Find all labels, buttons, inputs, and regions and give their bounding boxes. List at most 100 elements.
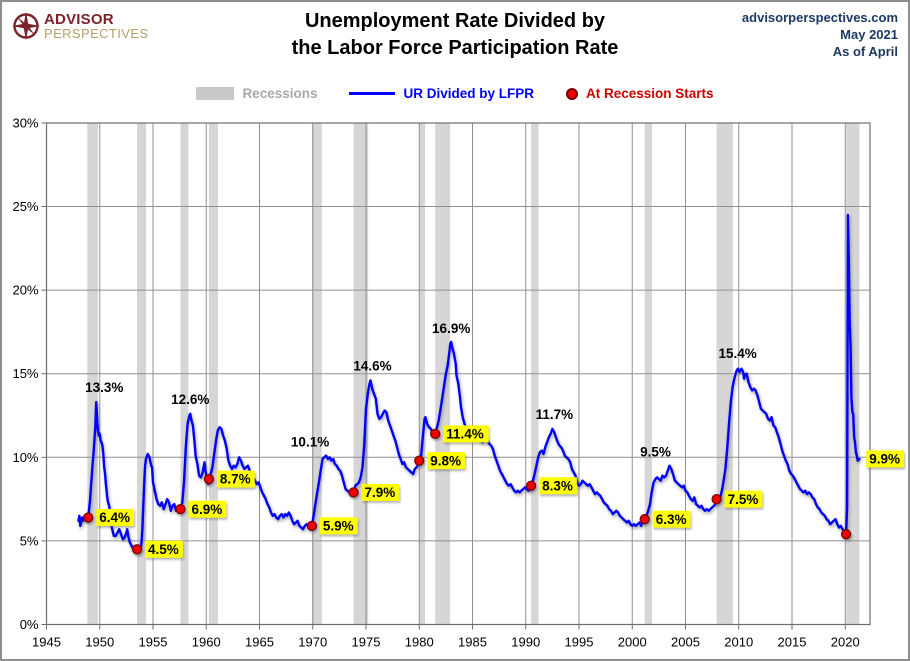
x-axis-label: 1965 — [245, 635, 274, 650]
recession-start-dot — [131, 544, 143, 555]
x-axis-label: 1985 — [458, 635, 487, 650]
y-axis-label: 0% — [20, 617, 39, 632]
legend-label-recessions: Recessions — [242, 86, 318, 101]
highlight-text: 4.5% — [148, 542, 179, 557]
recession-start-dot — [525, 480, 537, 491]
recession-start-value-label: 7.9% — [361, 483, 400, 501]
highlight-text: 8.3% — [542, 478, 573, 493]
publish-date: May 2021 — [840, 27, 898, 42]
highlight-box — [443, 425, 489, 443]
y-axis-label: 10% — [12, 450, 38, 465]
x-axis-label: 2015 — [778, 635, 807, 650]
logo-wordmark: ADVISOR PERSPECTIVES — [44, 11, 149, 41]
highlight-text: 6.4% — [99, 510, 130, 525]
recession-start-dot — [639, 514, 650, 525]
x-axis-label: 1950 — [85, 635, 114, 650]
recession-start-dot — [203, 473, 215, 485]
x-axis-label: 1990 — [511, 635, 540, 650]
x-axis-label: 2000 — [618, 635, 647, 650]
legend-item-recessions: Recessions — [196, 86, 317, 101]
x-axis-label: 2010 — [724, 635, 753, 650]
y-axis-label: 5% — [20, 533, 39, 548]
highlight-text: 6.3% — [656, 512, 687, 527]
highlight-text: 5.9% — [323, 519, 354, 534]
peak-value-label: 13.3% — [85, 380, 123, 395]
highlight-box — [96, 508, 135, 526]
highlight-text: 9.9% — [869, 452, 900, 467]
recession-start-dot — [306, 520, 318, 532]
highlight-text: 9.8% — [430, 453, 461, 468]
legend-label-series: UR Divided by LFPR — [403, 86, 534, 101]
x-axis-label: 2020 — [831, 635, 860, 650]
chart-title-line2: the Labor Force Participation Rate — [291, 37, 619, 59]
recession-start-dot — [840, 529, 852, 540]
highlight-box — [216, 470, 255, 488]
recession-start-value-label: 9.8% — [427, 452, 466, 470]
y-axis-label: 20% — [12, 283, 38, 298]
highlight-text: 6.9% — [191, 502, 222, 517]
latest-value-label: 9.9% — [866, 450, 905, 468]
recession-start-dot — [175, 503, 186, 515]
x-axis-label: 2005 — [671, 635, 700, 650]
legend-item-recession-starts: At Recession Starts — [566, 86, 714, 101]
peak-value-label: 9.5% — [640, 445, 671, 460]
highlight-box — [361, 483, 400, 501]
highlight-box — [427, 452, 466, 470]
recession-start-value-label: 5.9% — [319, 517, 358, 535]
highlight-text: 8.7% — [220, 472, 251, 487]
x-axis-label: 1970 — [298, 635, 327, 650]
chart-title: Unemployment Rate Divided by the Labor F… — [2, 8, 908, 62]
peak-value-label: 16.9% — [432, 321, 470, 336]
y-axis-label: 25% — [12, 199, 38, 214]
legend-label-recession-starts: At Recession Starts — [586, 86, 714, 101]
recession-start-dot — [348, 487, 359, 498]
line-swatch-icon — [349, 92, 396, 95]
recession-start-value-label: 11.4% — [443, 425, 489, 443]
recession-start-value-label: 6.4% — [96, 508, 135, 526]
recession-start-value-label: 7.5% — [724, 490, 763, 508]
y-axis-label: 15% — [12, 366, 38, 381]
red-dot-icon — [566, 87, 578, 100]
recession-start-dot — [414, 455, 425, 466]
recession-start-dot — [711, 493, 722, 505]
x-axis-label: 1955 — [139, 635, 168, 650]
chart-legend: Recessions UR Divided by LFPR At Recessi… — [2, 86, 908, 101]
recession-start-value-label: 4.5% — [145, 540, 183, 558]
source-url[interactable]: advisorperspectives.com — [741, 10, 898, 25]
highlight-box — [539, 477, 577, 495]
peak-value-label: 12.6% — [171, 392, 209, 407]
highlight-text: 7.5% — [728, 492, 759, 507]
x-axis-label: 1945 — [32, 635, 61, 650]
highlight-box — [652, 510, 691, 528]
logo-line-advisor: ADVISOR — [44, 11, 114, 28]
logo-line-perspectives: PERSPECTIVES — [44, 26, 149, 41]
recession-start-value-label: 6.9% — [188, 500, 227, 518]
highlight-text: 11.4% — [446, 427, 484, 442]
peak-value-label: 11.7% — [536, 407, 574, 422]
recession-start-value-label: 6.3% — [652, 510, 691, 528]
compass-logo-icon — [11, 11, 41, 41]
advisor-perspectives-logo: ADVISOR PERSPECTIVES — [11, 11, 149, 41]
x-axis-label: 1980 — [405, 635, 434, 650]
peak-value-label: 15.4% — [719, 346, 757, 361]
recession-start-value-label: 8.7% — [216, 470, 255, 488]
peak-value-label: 10.1% — [291, 435, 329, 450]
x-axis-label: 1960 — [192, 635, 221, 650]
recession-start-value-label: 8.3% — [539, 477, 577, 495]
recession-swatch-icon — [196, 87, 235, 100]
peak-value-label: 14.6% — [353, 358, 391, 373]
ur-lfpr-line — [77, 213, 861, 554]
highlight-box — [866, 450, 905, 468]
x-axis-label: 1995 — [565, 635, 594, 650]
highlight-text: 7.9% — [365, 485, 396, 500]
y-axis-label: 30% — [12, 115, 38, 130]
highlight-box — [188, 500, 227, 518]
recession-start-dot — [83, 512, 94, 523]
as-of-note: As of April — [832, 44, 898, 59]
highlight-box — [319, 517, 358, 535]
legend-item-series: UR Divided by LFPR — [349, 86, 534, 101]
recession-start-dot — [430, 428, 441, 440]
highlight-box — [724, 490, 763, 508]
